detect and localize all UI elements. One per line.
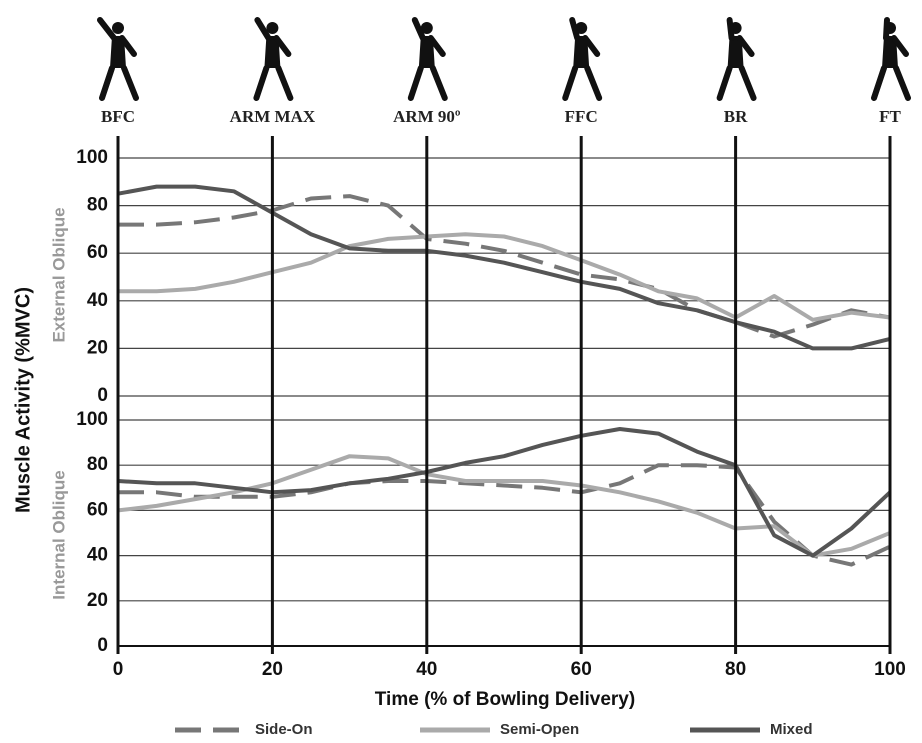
bowler-icon xyxy=(874,20,908,98)
y-tick-label: 0 xyxy=(97,385,108,406)
y-tick-label: 60 xyxy=(87,499,108,520)
y-tick-label: 20 xyxy=(87,337,108,358)
y-tick-label: 40 xyxy=(87,545,108,566)
phase-label: BR xyxy=(724,107,748,126)
x-tick-label: 100 xyxy=(874,659,906,680)
x-tick-label: 40 xyxy=(416,659,437,680)
bowler-icon xyxy=(720,20,754,98)
y-tick-label: 80 xyxy=(87,195,108,216)
phase-label: ARM MAX xyxy=(230,107,316,126)
bowler-icon xyxy=(256,20,290,98)
y-tick-label: 100 xyxy=(76,147,108,168)
y-tick-label: 0 xyxy=(97,635,108,656)
x-tick-label: 60 xyxy=(571,659,592,680)
bowler-icon xyxy=(565,20,599,98)
series-line xyxy=(118,196,890,336)
panel-label: External Oblique xyxy=(49,207,68,342)
phase-label: FT xyxy=(879,107,901,126)
x-axis-label: Time (% of Bowling Delivery) xyxy=(375,689,635,710)
y-tick-label: 20 xyxy=(87,590,108,611)
icon-head xyxy=(112,22,124,34)
series-line xyxy=(118,187,890,349)
x-tick-label: 80 xyxy=(725,659,746,680)
chart: Muscle Activity (%MVC) External Oblique … xyxy=(0,0,922,743)
y-axis-label: Muscle Activity (%MVC) xyxy=(12,287,34,513)
x-tick-label: 0 xyxy=(113,659,124,680)
phase-label: BFC xyxy=(101,107,135,126)
y-tick-label: 60 xyxy=(87,242,108,263)
legend-label: Side-On xyxy=(255,721,313,738)
bowler-icon xyxy=(100,20,136,98)
series-line xyxy=(118,234,890,320)
bowler-icon xyxy=(411,20,445,98)
legend-label: Semi-Open xyxy=(500,721,579,738)
x-tick-label: 20 xyxy=(262,659,283,680)
y-tick-label: 100 xyxy=(76,409,108,430)
y-tick-label: 80 xyxy=(87,454,108,475)
panel-label: Internal Oblique xyxy=(49,470,68,599)
series-line xyxy=(118,456,890,555)
y-tick-label: 40 xyxy=(87,290,108,311)
legend-label: Mixed xyxy=(770,721,813,738)
phase-label: ARM 90º xyxy=(393,107,461,126)
phase-label: FFC xyxy=(565,107,598,126)
